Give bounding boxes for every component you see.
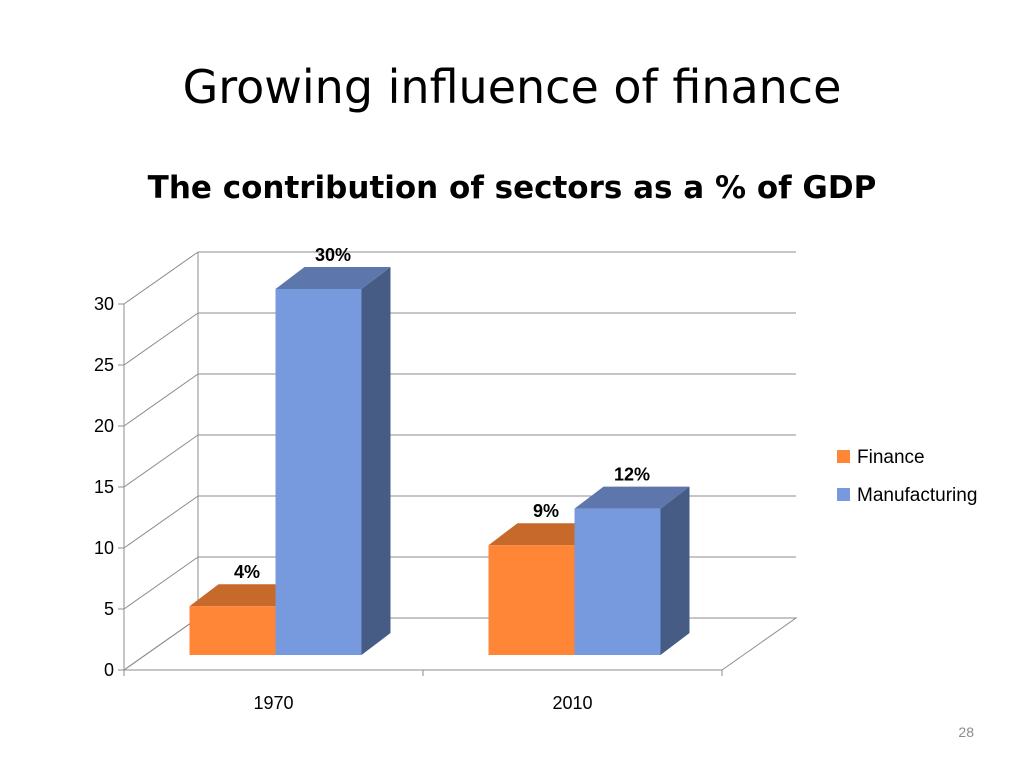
legend-label-finance: Finance bbox=[857, 447, 925, 468]
data-label: 12% bbox=[614, 465, 650, 485]
legend-swatch-finance bbox=[837, 450, 850, 463]
legend: Finance Manufacturing bbox=[837, 447, 977, 506]
bar-manufacturing-2010 bbox=[574, 486, 690, 655]
bar-side-face bbox=[660, 486, 690, 655]
data-label: 9% bbox=[533, 501, 559, 521]
bar-front-face bbox=[574, 508, 661, 655]
bar-top-face bbox=[275, 267, 391, 289]
y-tick-label: 20 bbox=[94, 416, 114, 436]
chart-title: The contribution of sectors as a % of GD… bbox=[147, 170, 877, 206]
y-tick-label: 25 bbox=[94, 355, 114, 375]
bar-top-face bbox=[574, 486, 690, 509]
bar-front-face bbox=[488, 545, 575, 655]
legend-swatch-manufacturing bbox=[837, 488, 850, 501]
y-tick-label: 30 bbox=[94, 294, 114, 314]
x-tick-label: 2010 bbox=[552, 693, 592, 713]
side-gridline-15 bbox=[123, 434, 199, 488]
bar-side-face bbox=[361, 267, 391, 655]
bars bbox=[189, 267, 690, 655]
y-tick-label: 10 bbox=[94, 538, 114, 558]
side-gridline-10 bbox=[123, 495, 199, 549]
bar-front-face bbox=[275, 289, 362, 655]
side-gridline-30 bbox=[123, 251, 199, 305]
y-tick-label: 5 bbox=[104, 599, 114, 619]
y-tick-label: 0 bbox=[104, 660, 114, 680]
bar-front-face bbox=[189, 606, 276, 655]
side-gridline-5 bbox=[123, 556, 199, 610]
x-tick-label: 1970 bbox=[253, 693, 293, 713]
bar-manufacturing-1970 bbox=[275, 267, 391, 655]
data-labels: 4% 30% 9% 12% bbox=[234, 245, 650, 582]
slide-title: Growing influence of finance bbox=[182, 60, 842, 114]
data-label: 4% bbox=[234, 562, 260, 582]
page-number: 28 bbox=[958, 724, 974, 740]
legend-label-manufacturing: Manufacturing bbox=[857, 485, 977, 506]
y-tick-label: 15 bbox=[94, 477, 114, 497]
data-label: 30% bbox=[315, 245, 351, 265]
side-gridline-20 bbox=[123, 373, 199, 427]
side-gridline-25 bbox=[123, 312, 199, 366]
axes: 0 5 10 15 20 25 30 1970 2010 bbox=[94, 294, 723, 713]
